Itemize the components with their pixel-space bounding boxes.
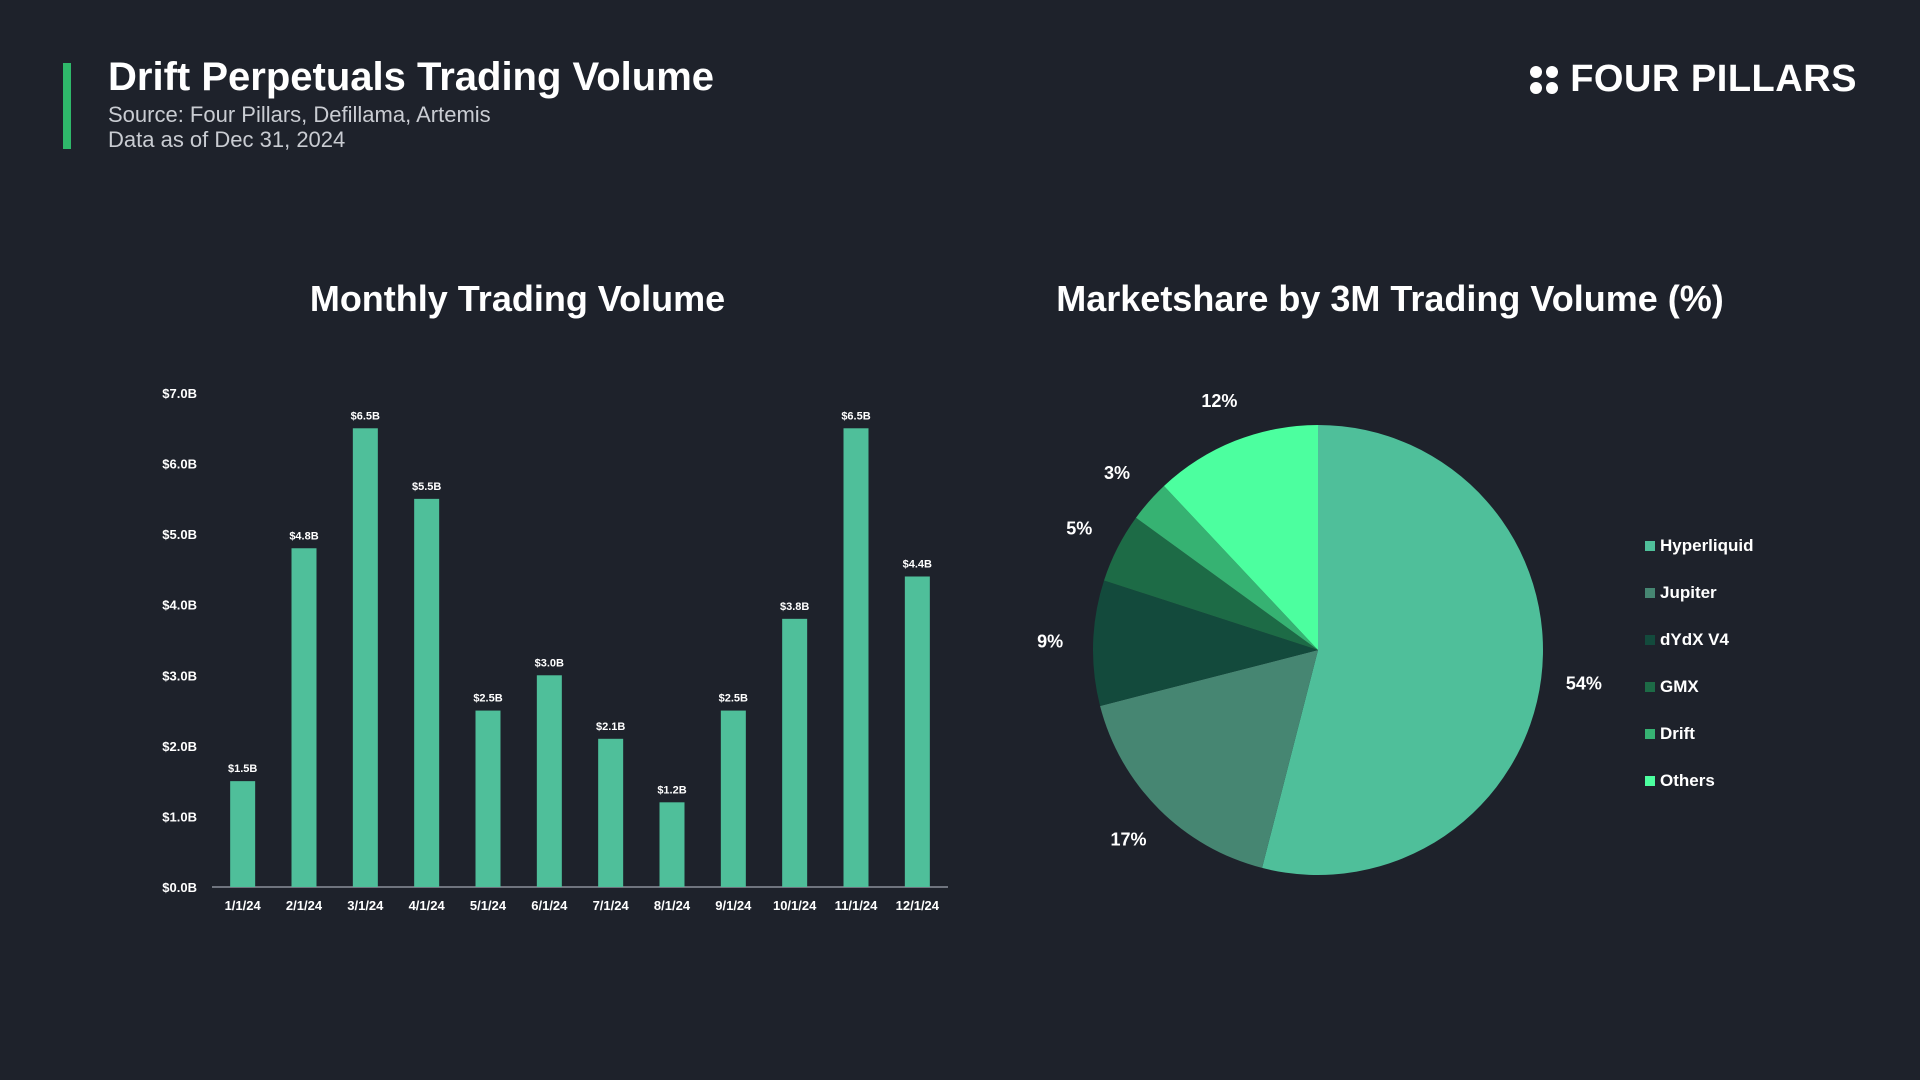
bar-chart-title: Monthly Trading Volume bbox=[309, 278, 726, 319]
bar bbox=[414, 498, 440, 887]
bar-value-label: $2.5B bbox=[719, 693, 748, 705]
bar bbox=[230, 781, 256, 887]
pie-slice bbox=[1100, 650, 1318, 868]
x-tick-label: 4/1/24 bbox=[409, 898, 446, 913]
pie-value-label: 9% bbox=[1037, 632, 1063, 652]
bar bbox=[291, 548, 317, 887]
legend-swatch bbox=[1645, 634, 1655, 645]
pie-slice bbox=[1163, 425, 1318, 650]
x-tick-label: 1/1/24 bbox=[225, 898, 262, 913]
legend-item: dYdX V4 bbox=[1645, 616, 1754, 663]
bar bbox=[659, 802, 685, 887]
pie-value-label: 12% bbox=[1201, 391, 1237, 411]
bar-value-label: $3.8B bbox=[780, 601, 809, 613]
x-tick-label: 7/1/24 bbox=[593, 898, 630, 913]
x-tick-label: 12/1/24 bbox=[896, 898, 940, 913]
legend-swatch bbox=[1645, 728, 1655, 739]
legend-item: Others bbox=[1645, 757, 1754, 804]
header: Drift Perpetuals Trading Volume Source: … bbox=[108, 52, 714, 152]
pie-chart-title: Marketshare by 3M Trading Volume (%) bbox=[1056, 278, 1724, 319]
x-tick-label: 2/1/24 bbox=[286, 898, 323, 913]
x-tick-label: 3/1/24 bbox=[347, 898, 384, 913]
pie-legend: Hyperliquid Jupiter dYdX V4 GMX Drift Others bbox=[1645, 522, 1754, 804]
legend-item: Jupiter bbox=[1645, 569, 1754, 616]
legend-label: Jupiter bbox=[1660, 582, 1717, 602]
logo-dots-icon bbox=[1530, 65, 1559, 94]
x-tick-label: 10/1/24 bbox=[773, 898, 817, 913]
bar-value-label: $4.8B bbox=[289, 530, 318, 542]
pie-value-label: 3% bbox=[1104, 463, 1130, 483]
bar bbox=[843, 428, 869, 887]
legend-swatch bbox=[1645, 540, 1655, 551]
pie-value-label: 5% bbox=[1066, 518, 1092, 538]
legend-label: dYdX V4 bbox=[1660, 629, 1729, 649]
bar-value-label: $1.5B bbox=[228, 763, 257, 775]
y-tick-label: $1.0B bbox=[162, 809, 197, 824]
bar bbox=[598, 738, 624, 887]
bar-value-label: $2.1B bbox=[596, 721, 625, 733]
bar bbox=[475, 710, 501, 887]
bar bbox=[352, 428, 378, 887]
logo-text: FOUR PILLARS bbox=[1570, 58, 1857, 100]
y-tick-label: $2.0B bbox=[162, 739, 197, 754]
legend-item: GMX bbox=[1645, 663, 1754, 710]
pie-slice bbox=[1104, 517, 1318, 650]
bar-value-label: $4.4B bbox=[903, 558, 932, 570]
legend-label: GMX bbox=[1660, 676, 1699, 696]
legend-label: Drift bbox=[1660, 723, 1695, 743]
legend-label: Others bbox=[1660, 770, 1715, 790]
title-accent-bar bbox=[63, 63, 71, 149]
legend-swatch bbox=[1645, 775, 1655, 786]
pie-value-label: 17% bbox=[1110, 830, 1146, 850]
y-tick-label: $0.0B bbox=[162, 880, 197, 895]
y-tick-label: $6.0B bbox=[162, 457, 197, 472]
pie-slice bbox=[1093, 580, 1318, 706]
legend-swatch bbox=[1645, 587, 1655, 598]
y-tick-label: $7.0B bbox=[162, 386, 197, 401]
bar-value-label: $1.2B bbox=[657, 784, 686, 796]
bar-value-label: $3.0B bbox=[535, 657, 564, 669]
bar bbox=[904, 576, 930, 887]
x-tick-label: 5/1/24 bbox=[470, 898, 507, 913]
source-text: Source: Four Pillars, Defillama, Artemis bbox=[108, 102, 491, 127]
legend-item: Drift bbox=[1645, 710, 1754, 757]
as-of-text: Data as of Dec 31, 2024 bbox=[108, 127, 346, 152]
x-tick-label: 9/1/24 bbox=[715, 898, 752, 913]
x-tick-label: 8/1/24 bbox=[654, 898, 691, 913]
bar-value-label: $2.5B bbox=[473, 693, 502, 705]
x-tick-label: 6/1/24 bbox=[531, 898, 568, 913]
legend-swatch bbox=[1645, 681, 1655, 692]
pie-value-label: 54% bbox=[1566, 674, 1602, 694]
page-title: Drift Perpetuals Trading Volume bbox=[108, 55, 715, 99]
pie-slice bbox=[1135, 485, 1318, 650]
x-tick-label: 11/1/24 bbox=[835, 898, 878, 913]
bar bbox=[536, 675, 562, 887]
bar-value-label: $6.5B bbox=[841, 410, 870, 422]
four-pillars-logo: FOUR PILLARS bbox=[1530, 58, 1857, 101]
bar-value-label: $5.5B bbox=[412, 481, 441, 493]
y-tick-label: $4.0B bbox=[162, 598, 197, 613]
bar bbox=[720, 710, 746, 887]
legend-item: Hyperliquid bbox=[1645, 522, 1754, 569]
bar bbox=[782, 618, 808, 887]
legend-label: Hyperliquid bbox=[1660, 535, 1754, 555]
y-tick-label: $3.0B bbox=[162, 668, 197, 683]
bar-value-label: $6.5B bbox=[351, 410, 380, 422]
pie-slice bbox=[1262, 425, 1543, 875]
y-tick-label: $5.0B bbox=[162, 527, 197, 542]
